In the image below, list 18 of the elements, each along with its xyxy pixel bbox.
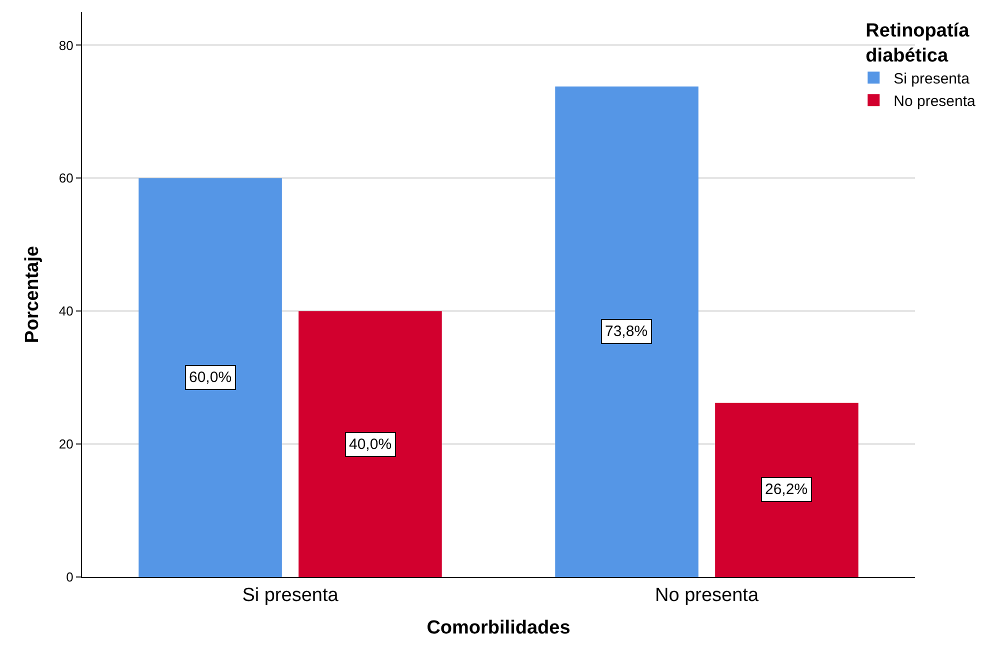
data-label: 73,8% bbox=[605, 323, 648, 340]
bar bbox=[138, 178, 282, 577]
legend-label: Si presenta bbox=[894, 70, 970, 88]
legend-title: Retinopatía diabética bbox=[866, 20, 970, 66]
y-axis-title: Porcentaje bbox=[22, 246, 43, 344]
bar bbox=[555, 86, 698, 577]
bar bbox=[298, 311, 442, 577]
legend-label: No presenta bbox=[894, 93, 976, 110]
y-tick-label: 40 bbox=[58, 304, 74, 319]
y-tick-label: 20 bbox=[58, 436, 74, 452]
x-axis-title: Comorbilidades bbox=[426, 618, 570, 639]
y-tick-label: 0 bbox=[66, 570, 74, 585]
data-label: 26,2% bbox=[765, 481, 808, 498]
data-label: 40,0% bbox=[349, 436, 392, 453]
data-label: 60,0% bbox=[189, 369, 232, 386]
y-tick-label: 80 bbox=[58, 38, 74, 53]
bar bbox=[715, 402, 858, 577]
y-tick-label: 60 bbox=[58, 170, 74, 186]
